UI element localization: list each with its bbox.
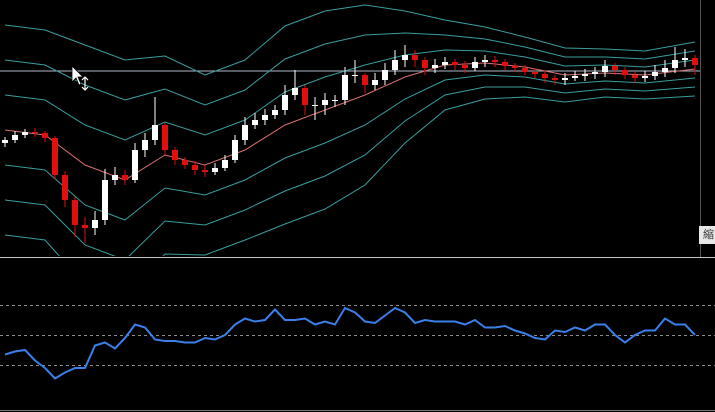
candle-body xyxy=(432,65,438,68)
candle-body xyxy=(202,170,208,172)
candle-body xyxy=(312,105,318,106)
mouse-cursor xyxy=(71,65,89,91)
candle-body xyxy=(52,138,58,175)
candle-body xyxy=(682,58,688,60)
candle-body xyxy=(392,60,398,70)
candle-body xyxy=(252,120,258,125)
price-label: 縮 xyxy=(703,227,714,241)
candle-body xyxy=(132,150,138,180)
candle-body xyxy=(232,140,238,160)
candle-body xyxy=(62,175,68,200)
candle-body xyxy=(32,132,38,133)
candle-body xyxy=(692,58,698,65)
band-line xyxy=(4,32,696,106)
candle-body xyxy=(282,95,288,110)
candle-body xyxy=(192,165,198,170)
candle-body xyxy=(162,125,168,150)
candle-body xyxy=(382,70,388,80)
candle-body xyxy=(322,100,328,105)
price-label-box xyxy=(699,226,715,244)
candle-body xyxy=(622,70,628,75)
candle-body xyxy=(112,175,118,180)
candle-body xyxy=(342,75,348,100)
candle-body xyxy=(302,88,308,105)
candle-body xyxy=(612,66,618,70)
candle-body xyxy=(82,225,88,228)
candle-body xyxy=(272,110,278,115)
band-line xyxy=(4,74,696,221)
candle-body xyxy=(482,60,488,62)
candle-body xyxy=(402,55,408,60)
candle-body xyxy=(362,75,368,85)
band-line xyxy=(4,86,696,256)
candle-body xyxy=(542,74,548,78)
candle-body xyxy=(582,74,588,76)
candle-body xyxy=(652,72,658,76)
candle-body xyxy=(212,168,218,172)
candle-body xyxy=(12,135,18,140)
candle-body xyxy=(72,200,78,225)
candle-body xyxy=(122,175,128,180)
candle-body xyxy=(502,62,508,66)
candle-body xyxy=(22,132,28,135)
candle-body xyxy=(452,62,458,65)
candle-body xyxy=(42,133,48,138)
candle-body xyxy=(92,220,98,228)
candle-body xyxy=(222,160,228,168)
candle-body xyxy=(572,76,578,78)
candle-body xyxy=(552,78,558,80)
candle-body xyxy=(242,125,248,140)
candle-body xyxy=(292,88,298,95)
candle-body xyxy=(332,100,338,101)
candle-body xyxy=(182,160,188,165)
candle-body xyxy=(562,78,568,80)
price-panel xyxy=(0,4,700,256)
candle-body xyxy=(142,140,148,150)
oscillator-panel xyxy=(0,305,715,380)
candle-body xyxy=(522,68,528,72)
candle-body xyxy=(462,65,468,68)
candle-body xyxy=(672,60,678,68)
candle-body xyxy=(602,66,608,72)
candle-body xyxy=(492,60,498,62)
candle-body xyxy=(2,140,8,143)
oscillator-line xyxy=(4,306,696,380)
candle-body xyxy=(372,80,378,85)
candle-body xyxy=(152,125,158,140)
candle-body xyxy=(532,72,538,74)
candle-body xyxy=(102,180,108,220)
candle-body xyxy=(352,75,358,76)
band-line xyxy=(4,95,696,256)
candle-body xyxy=(472,62,478,68)
candle-body xyxy=(642,76,648,78)
candle-body xyxy=(592,72,598,74)
candle-body xyxy=(172,150,178,160)
candle-body xyxy=(442,62,448,65)
candle-body xyxy=(512,66,518,68)
candle-body xyxy=(412,55,418,60)
candle-body xyxy=(632,75,638,78)
candle-body xyxy=(422,60,428,68)
band-line xyxy=(4,4,696,76)
candle-body xyxy=(262,115,268,120)
candle-body xyxy=(662,68,668,72)
